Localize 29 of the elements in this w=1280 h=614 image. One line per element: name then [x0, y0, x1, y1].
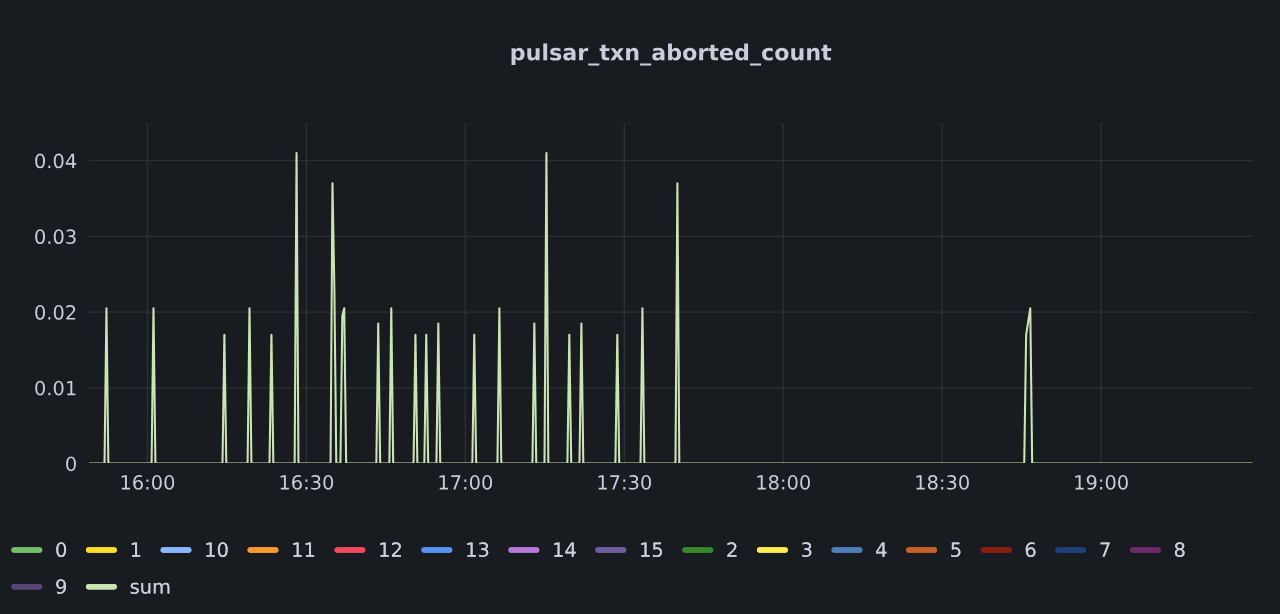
legend-label: 9 [56, 579, 67, 594]
legend-label: 4 [876, 542, 887, 557]
y-tick-label: 0 [66, 456, 76, 472]
legend-label: 10 [206, 542, 228, 558]
legend-label: 15 [641, 542, 663, 558]
legend-label: 14 [554, 542, 576, 557]
legend-label: 3 [802, 542, 812, 558]
y-tick-label: 0.03 [35, 229, 76, 245]
x-tick-label: 16:30 [280, 475, 334, 490]
x-tick-label: 17:30 [598, 475, 652, 490]
legend-label: 6 [1025, 542, 1036, 558]
x-tick-label: 18:00 [757, 475, 810, 490]
y-tick-label: 0.02 [35, 305, 76, 320]
x-tick-label: 17:00 [439, 475, 493, 490]
legend-label: 2 [727, 542, 737, 557]
y-tick-label: 0.01 [35, 380, 76, 396]
legend-label: sum [130, 582, 170, 594]
x-tick-label: 19:00 [1075, 475, 1128, 490]
x-tick-label: 18:30 [916, 475, 969, 490]
legend-label: 11 [293, 542, 315, 557]
legend-label: 8 [1174, 542, 1185, 558]
legend-label: 1 [131, 542, 141, 557]
x-tick-label: 16:00 [121, 475, 175, 490]
legend-label: 5 [951, 542, 961, 558]
legend-label: 12 [380, 542, 401, 557]
legend-label: 7 [1100, 542, 1110, 557]
y-tick-label: 0.04 [35, 153, 77, 169]
legend-label: 13 [467, 542, 489, 558]
chart-title: pulsar_txn_aborted_count [511, 43, 832, 66]
